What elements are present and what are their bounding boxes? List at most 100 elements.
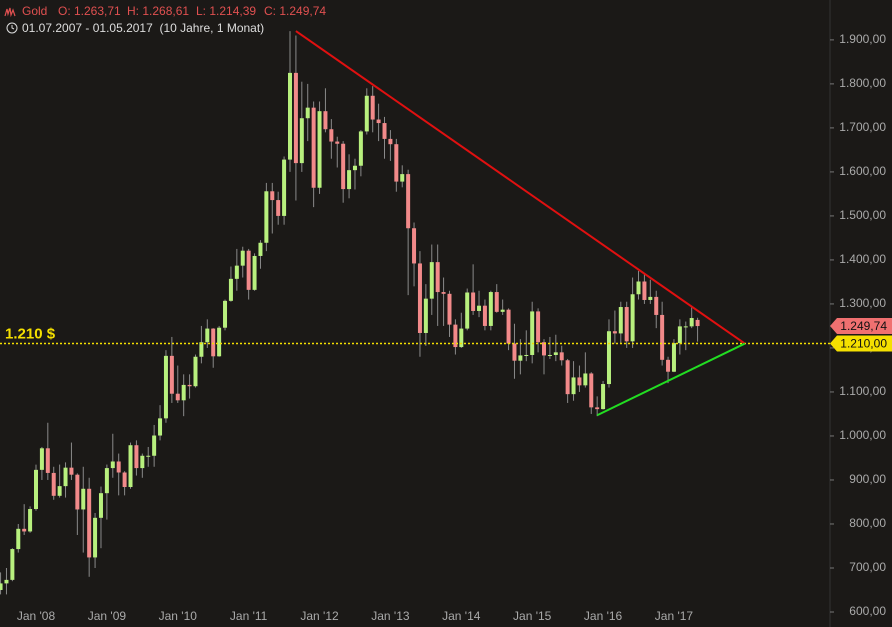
y-tick-label: 1.100,00 (839, 384, 886, 398)
candle-body (329, 129, 334, 142)
y-tick-label: 600,00 (849, 604, 886, 618)
y-tick-label: 1.300,00 (839, 296, 886, 310)
x-tick-label: Jan '15 (513, 609, 552, 623)
y-tick-label: 1.700,00 (839, 120, 886, 134)
candle-body (134, 445, 139, 469)
candle-body (660, 314, 665, 360)
candle-body (87, 488, 92, 558)
candle-body (69, 467, 74, 475)
y-tick-label: 1.800,00 (839, 76, 886, 90)
candle-body (618, 307, 623, 334)
candle-body (0, 583, 3, 590)
x-tick-label: Jan '13 (371, 609, 410, 623)
candle-body (642, 281, 647, 300)
x-tick-label: Jan '12 (300, 609, 339, 623)
candle-body (140, 455, 145, 469)
candle-body (677, 326, 682, 344)
candle-body (146, 455, 151, 457)
reference-label: 1.210 $ (5, 326, 56, 343)
x-tick-label: Jan '14 (442, 609, 481, 623)
candle-body (217, 327, 222, 357)
candle-body (270, 191, 275, 201)
candle-body (553, 352, 558, 355)
candle-body (264, 191, 269, 243)
candle-body (477, 305, 482, 311)
candle-body (500, 309, 505, 312)
candle-body (199, 342, 204, 357)
candle-body (223, 300, 228, 328)
candle-body (654, 296, 659, 315)
candle-body (51, 472, 56, 496)
candle-body (636, 281, 641, 295)
candle-body (28, 509, 33, 532)
candle-body (648, 296, 653, 300)
candle-body (494, 292, 499, 312)
x-tick-label: Jan '16 (584, 609, 623, 623)
candle-body (175, 393, 180, 401)
header-open: O: 1.263,71 (58, 4, 121, 18)
candle-body (606, 331, 611, 385)
candle-body (347, 170, 352, 190)
candle-body (335, 141, 340, 144)
candle-body (547, 354, 552, 356)
candle-body (559, 352, 564, 361)
candle-body (453, 324, 458, 348)
candle-body (299, 118, 304, 164)
candle-body (666, 359, 671, 372)
candle-body (364, 95, 369, 132)
candle-body (370, 95, 375, 120)
candle-body (382, 123, 387, 139)
date-range: 01.07.2007 - 01.05.2017 (10 Jahre, 1 Mon… (22, 21, 264, 35)
price-tag-label: 1.249,74 (840, 319, 887, 333)
candle-body (589, 373, 594, 408)
candle-body (530, 311, 535, 355)
price-tag (830, 318, 892, 335)
candle-body (406, 174, 411, 229)
header-icon (4, 7, 16, 18)
candle-body (417, 263, 422, 333)
header-close: C: 1.249,74 (264, 4, 326, 18)
candle-body (429, 262, 434, 299)
candle-body (34, 469, 38, 510)
trendline (295, 30, 746, 345)
y-tick-label: 1.500,00 (839, 208, 886, 222)
candle-body (317, 111, 322, 188)
candle-body (305, 107, 310, 119)
candle-body (695, 319, 700, 327)
candle-body (630, 294, 635, 342)
candle-body (228, 278, 233, 301)
instrument-name: Gold (22, 4, 47, 18)
candle-body (447, 293, 452, 325)
x-tick-label: Jan '17 (655, 609, 694, 623)
candle-body (565, 360, 570, 395)
candle-body (181, 384, 186, 401)
candle-body (163, 355, 168, 419)
candle-body (583, 373, 588, 386)
candle-body (394, 144, 399, 182)
candle-body (98, 493, 103, 518)
candle-body (471, 292, 476, 311)
header-low: L: 1.214,39 (196, 4, 256, 18)
candle-body (240, 250, 245, 266)
candle-body (571, 377, 576, 395)
x-tick-label: Jan '10 (159, 609, 198, 623)
price-tag-label: 1.210,00 (840, 337, 887, 351)
candle-body (293, 72, 298, 164)
candle-body (4, 579, 9, 584)
candle-body (376, 119, 381, 124)
candle-body (122, 472, 127, 488)
candle-body (612, 331, 617, 334)
y-tick-label: 1.400,00 (839, 252, 886, 266)
candle-body (524, 354, 529, 356)
candle-body (488, 292, 493, 326)
candle-body (211, 328, 216, 357)
x-tick-label: Jan '09 (88, 609, 127, 623)
candle-body (93, 517, 98, 558)
candle-body (311, 107, 316, 188)
candle-body (152, 435, 157, 456)
candle-body (441, 292, 446, 294)
candle-body (169, 355, 174, 394)
candle-body (435, 262, 440, 293)
candle-body (258, 242, 263, 256)
candle-body (288, 72, 293, 160)
